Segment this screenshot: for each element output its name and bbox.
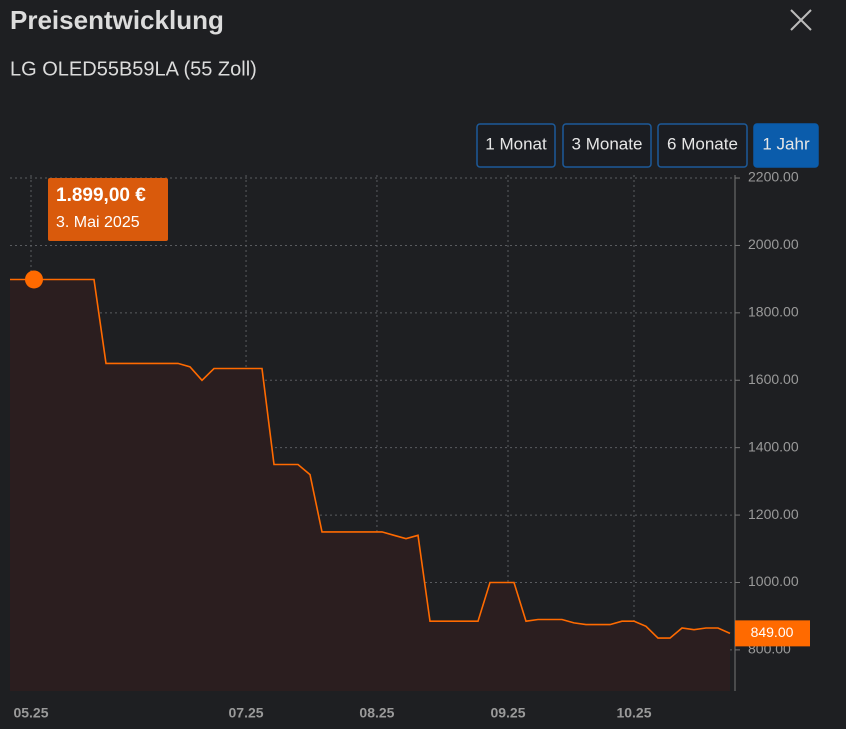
range-button[interactable]: 6 Monate <box>657 123 748 168</box>
tooltip-date: 3. Mai 2025 <box>56 214 140 231</box>
x-tick-label: 07.25 <box>229 705 264 721</box>
range-button[interactable]: 1 Monat <box>476 123 556 168</box>
hover-point <box>25 270 43 289</box>
button-box <box>657 123 748 168</box>
price-marker-label: 849.00 <box>751 624 794 640</box>
y-tick-label: 1000.00 <box>748 573 799 589</box>
y-tick-label: 2000.00 <box>748 236 799 252</box>
x-tick-label: 10.25 <box>616 705 651 721</box>
x-tick-label: 08.25 <box>359 705 394 721</box>
subtitle: LG OLED55B59LA (55 Zoll) <box>10 58 257 80</box>
y-tick-label: 2200.00 <box>748 169 799 185</box>
x-tick-label: 09.25 <box>490 705 525 721</box>
tooltip-price: 1.899,00 € <box>56 185 146 206</box>
price-marker <box>735 620 810 647</box>
y-tick-label: 1800.00 <box>748 304 799 320</box>
button-box <box>476 123 556 168</box>
button-label: 3 Monate <box>572 134 643 153</box>
x-tick-label: 05.25 <box>13 705 48 721</box>
title: Preisentwicklung <box>10 5 224 35</box>
button-label: 1 Jahr <box>762 134 810 153</box>
button-label: 1 Monat <box>485 134 547 153</box>
price-line <box>10 278 731 639</box>
y-tick-label: 1200.00 <box>748 506 799 522</box>
button-box <box>753 123 819 168</box>
area <box>10 279 730 691</box>
button-label: 6 Monate <box>667 134 738 153</box>
y-tick-label: 1400.00 <box>748 438 799 454</box>
range-button[interactable]: 3 Monate <box>562 123 652 168</box>
close-button[interactable] <box>790 9 812 31</box>
button-box <box>562 123 652 168</box>
y-tick-label: 1600.00 <box>748 371 799 387</box>
tooltip-box <box>48 178 168 241</box>
range-button[interactable]: 1 Jahr <box>753 123 819 168</box>
